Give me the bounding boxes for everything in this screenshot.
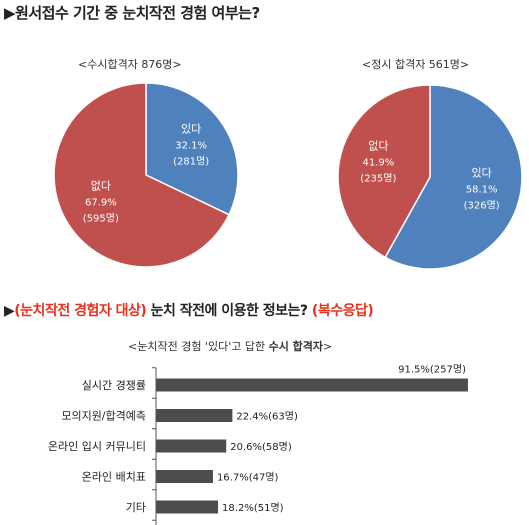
- triangle-marker-icon: ▶: [4, 303, 15, 319]
- section2-title-question: 눈치 작전에 이용한 정보는?: [146, 303, 312, 319]
- pie1-slice-0-count: (281명): [173, 156, 209, 168]
- pie2-slice-1: [337, 84, 431, 259]
- bar-2: [156, 439, 227, 453]
- bar-4: [156, 500, 219, 514]
- bar-1-value-label: 22.4%(63명): [236, 411, 298, 423]
- bar-3-category-label: 온라인 배치표: [82, 471, 146, 484]
- bar-1-category-label: 모의지원/합격예측: [61, 410, 146, 423]
- bar-3: [156, 470, 213, 483]
- bar-4-value-label: 18.2%(51명): [222, 502, 284, 514]
- bar-1: [156, 409, 233, 422]
- pie2-slice-0: [384, 84, 523, 270]
- section2-title-target: (눈치작전 경험자 대상): [14, 303, 147, 319]
- pie1-slice-1-percent: 67.9%: [85, 197, 117, 208]
- bar-chart-title: <눈치작전 경험 '있다'고 답한 수시 합격자>: [128, 338, 332, 354]
- section1-title: ▶원서접수 기간 중 눈치작전 경험 여부는?: [4, 2, 260, 23]
- bar-3-value-label: 16.7%(47명): [217, 472, 279, 484]
- pie1-title: <수시합격자 876명>: [78, 58, 182, 71]
- pie2-slice-0-percent: 58.1%: [466, 184, 498, 195]
- pie2-slice-1-percent: 41.9%: [362, 158, 394, 169]
- bar-0-category-label: 실시간 경쟁률: [82, 379, 146, 392]
- section1-title-text: 원서접수 기간 중 눈치작전 경험 여부는?: [15, 4, 260, 22]
- pie2-slice-0-count: (326명): [464, 199, 500, 211]
- bar-2-category-label: 온라인 입시 커뮤니티: [48, 440, 146, 453]
- bar-chart-title-pre: <눈치작전 경험 '있다'고 답한: [128, 340, 269, 353]
- section2-title: ▶(눈치작전 경험자 대상) 눈치 작전에 이용한 정보는? (복수응답): [4, 300, 374, 320]
- pie1-slice-1: [53, 82, 231, 268]
- bar-0-value-label: 91.5%(257명): [398, 364, 466, 376]
- bar-chart-title-bold: 수시 합격자: [268, 340, 324, 353]
- pie2-slice-1-label: 없다: [368, 140, 388, 153]
- pie2-slice-1-count: (235명): [360, 173, 396, 185]
- pie1-slice-1-count: (595명): [83, 212, 119, 224]
- pie1-slice-1-label: 없다: [91, 179, 111, 192]
- pie2-slice-0-label: 있다: [472, 166, 492, 179]
- section2-title-note: (복수응답): [311, 303, 374, 319]
- bar-2-value-label: 20.6%(58명): [230, 441, 292, 453]
- bar-0: [156, 378, 468, 392]
- pie1-slice-0-percent: 32.1%: [175, 141, 207, 152]
- pie1-slice-0-label: 있다: [181, 123, 201, 136]
- pie1-slice-0: [145, 82, 239, 216]
- pie2-title: <정시 합격자 561명>: [362, 58, 470, 71]
- bar-chart-title-post: >: [323, 340, 333, 353]
- bar-4-category-label: 기타: [126, 501, 146, 514]
- triangle-marker-icon: ▶: [4, 4, 16, 22]
